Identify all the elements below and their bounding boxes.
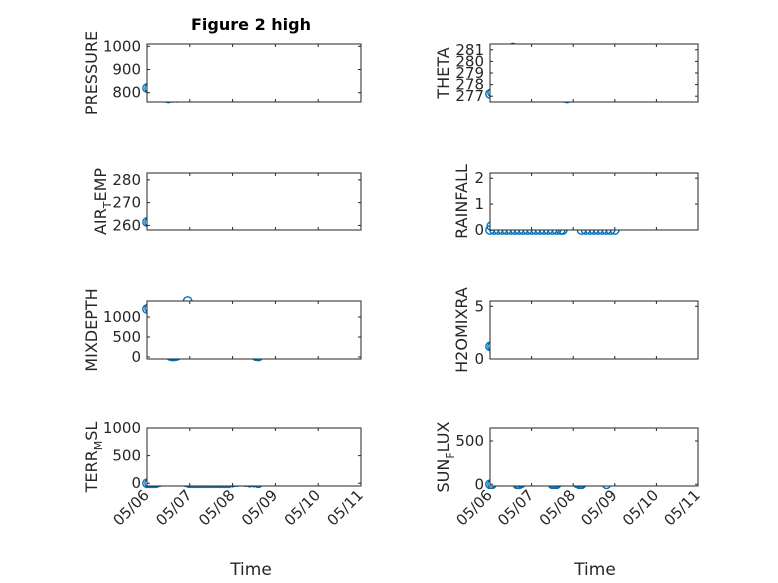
y-tick-label: 280 [455,52,484,70]
y-tick-label: 270 [112,194,141,212]
x-tick-label: 05/07 [494,486,537,529]
x-tick-label: 05/11 [661,486,704,529]
axes-box [489,427,699,487]
y-axis-label: PRESSURE [82,31,101,115]
subplot-terr-msl: 05/06 05/07 05/08 05/09 05/10 05/11 0 500 1000TE… [82,419,367,529]
y-axis-label: RAINFALL [452,164,471,239]
x-tick-label: 05/06 [110,486,153,529]
y-tick-label: 281 [455,41,484,59]
y-tick-label: 260 [112,216,141,234]
x-tick-label: 05/09 [577,486,620,529]
y-tick-label: 0 [474,221,484,239]
y-tick-label: 0 [474,350,484,368]
y-tick-label: 1 [474,195,484,213]
subplot-sun-flux: 05/0605/0705/0805/0905/1005/110500SUNFLU… [434,421,704,529]
axes-box [489,43,699,103]
x-axis-label-left: Time [229,560,272,580]
y-tick-label: 2 [474,169,484,187]
y-tick-label: 1000 [103,308,141,326]
y-tick-label: 277 [455,87,484,105]
y-tick-label: 278 [455,76,484,94]
y-tick-label: 0 [131,348,141,366]
y-tick-label: 5 [474,297,484,315]
x-tick-label: 05/10 [619,486,662,529]
axes-box [489,300,699,360]
axes-box [489,172,699,231]
y-tick-label: 280 [112,171,141,189]
y-tick-label: 279 [455,64,484,82]
y-tick-label: 1000 [103,419,141,437]
axes-box [146,300,362,360]
y-tick-label: 900 [112,61,141,79]
x-axis-label-right: Time [573,560,616,580]
x-tick-label: 05/09 [238,486,281,529]
y-axis-label: H2OMIXRA [452,287,471,373]
x-tick-label: 05/08 [536,486,579,529]
y-tick-label: 0 [131,474,141,492]
y-axis-label: TERRMSL [82,422,105,494]
x-tick-label: 05/11 [324,486,367,529]
y-tick-label: 500 [455,432,484,450]
y-axis-label: THETA [434,47,453,99]
y-axis-label: MIXDEPTH [82,288,101,371]
x-tick-label: 05/07 [152,486,195,529]
axes-box [146,172,362,231]
y-tick-label: 1000 [103,37,141,55]
y-tick-label: 0 [474,475,484,493]
y-axis-label: AIRTEMP [91,168,114,235]
y-tick-label: 500 [112,328,141,346]
axes-box [146,43,362,103]
figure-title: Figure 2 high [191,15,311,34]
y-tick-label: 800 [112,84,141,102]
x-tick-label: 05/08 [195,486,238,529]
axes-box [146,427,362,487]
y-tick-label: 500 [112,447,141,465]
y-axis-label: SUNFLUX [434,421,457,492]
x-tick-label: 05/10 [281,486,324,529]
